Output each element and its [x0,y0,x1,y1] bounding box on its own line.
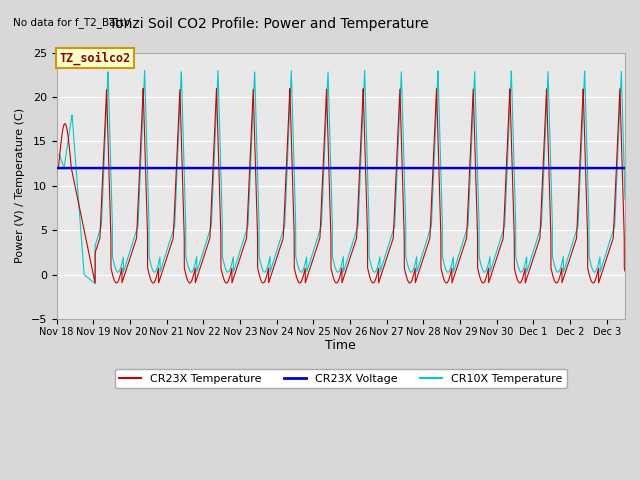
Text: Tonzi Soil CO2 Profile: Power and Temperature: Tonzi Soil CO2 Profile: Power and Temper… [109,17,429,31]
Legend: CR23X Temperature, CR23X Voltage, CR10X Temperature: CR23X Temperature, CR23X Voltage, CR10X … [115,369,567,388]
Y-axis label: Power (V) / Temperature (C): Power (V) / Temperature (C) [15,108,25,264]
Text: No data for f_T2_BattV: No data for f_T2_BattV [13,17,131,28]
X-axis label: Time: Time [326,339,356,352]
Text: TZ_soilco2: TZ_soilco2 [60,51,131,65]
